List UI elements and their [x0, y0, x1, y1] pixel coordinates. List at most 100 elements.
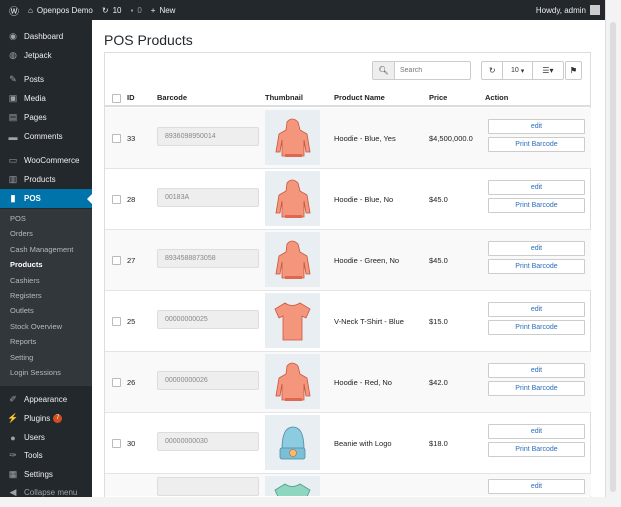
- submenu-item-stock-overview[interactable]: Stock Overview: [10, 321, 63, 331]
- sidebar-item-collapse-menu[interactable]: ◀ Collapse menu: [0, 483, 92, 497]
- new-link[interactable]: + New: [150, 5, 176, 15]
- edit-button[interactable]: edit: [488, 424, 585, 439]
- header-barcode[interactable]: Barcode: [157, 93, 188, 102]
- sidebar-item-media[interactable]: ▣ Media: [0, 89, 92, 108]
- sidebar-item-jetpack[interactable]: ◍ Jetpack: [0, 46, 92, 65]
- product-thumbnail: [265, 293, 320, 348]
- sidebar-item-pos[interactable]: ▮ POS: [0, 189, 92, 208]
- header-id[interactable]: ID: [127, 93, 135, 102]
- account-menu[interactable]: Howdy, admin: [536, 5, 600, 15]
- site-link[interactable]: ⌂ Openpos Demo: [28, 5, 93, 15]
- page-size-dropdown[interactable]: 10 ▾: [503, 62, 533, 79]
- product-thumbnail: [265, 171, 320, 226]
- table-row: 25 00000000025 V-Neck T-Shirt - Blue $15.0 e…: [105, 291, 591, 352]
- product-price: $15.0: [429, 317, 448, 326]
- collapse-icon: ◀: [9, 487, 17, 497]
- submenu-item-cashiers[interactable]: Cashiers: [10, 275, 40, 285]
- row-checkbox[interactable]: [112, 317, 121, 326]
- sidebar-item-appearance[interactable]: ✐ Appearance: [0, 390, 92, 409]
- sidebar-item-label: Dashboard: [24, 32, 64, 41]
- search-input[interactable]: [395, 67, 467, 74]
- sidebar-item-label: Settings: [24, 470, 53, 479]
- submenu-item-pos[interactable]: POS: [10, 214, 26, 223]
- submenu-item-products[interactable]: Products: [10, 260, 43, 270]
- header-thumbnail: Thumbnail: [265, 93, 303, 102]
- pos-submenu: [0, 209, 92, 386]
- columns-dropdown[interactable]: ☰▾: [542, 66, 554, 75]
- product-price: $45.0: [429, 195, 448, 204]
- edit-button[interactable]: edit: [488, 302, 585, 317]
- sidebar-item-dashboard[interactable]: ◉ Dashboard: [0, 27, 92, 46]
- sidebar-item-comments[interactable]: ▬ Comments: [0, 127, 92, 146]
- table-row: 27 8934588873058 Hoodie - Green, No $45.0 ed…: [105, 230, 591, 291]
- submenu-item-outlets[interactable]: Outlets: [10, 306, 34, 316]
- submenu-item-setting[interactable]: Setting: [10, 352, 34, 362]
- refresh-button[interactable]: ↻: [482, 62, 504, 79]
- sidebar-item-label: Comments: [24, 132, 63, 141]
- plus-icon: +: [150, 5, 156, 15]
- sidebar-item-posts[interactable]: ✎ Posts: [0, 70, 92, 89]
- barcode-field: [157, 477, 259, 496]
- products-panel: 🔍︎ ↻ 10 ▾ ☰▾ ⚑ ID Barcode Thumbnail Prod…: [104, 52, 591, 497]
- submenu-item-login-sessions[interactable]: Login Sessions: [10, 368, 61, 377]
- updates-link[interactable]: ↻ 10: [101, 5, 122, 15]
- edit-button[interactable]: edit: [488, 479, 585, 494]
- sidebar-item-tools[interactable]: ✑ Tools: [0, 446, 92, 465]
- sidebar-item-products[interactable]: ▥ Products: [0, 170, 92, 189]
- wordpress-logo-icon[interactable]: Ⓦ: [9, 6, 19, 18]
- print-barcode-button[interactable]: Print Barcode: [488, 259, 585, 274]
- row-checkbox[interactable]: [112, 378, 121, 387]
- header-product-name[interactable]: Product Name: [334, 93, 385, 102]
- sidebar-item-plugins[interactable]: ⚡ Plugins 7: [0, 409, 92, 428]
- search-icon[interactable]: 🔍︎: [373, 62, 395, 79]
- sidebar-item-label: Users: [24, 433, 45, 442]
- updates-icon: ↻: [101, 5, 109, 15]
- edit-button[interactable]: edit: [488, 180, 585, 195]
- row-checkbox[interactable]: [112, 256, 121, 265]
- brush-icon: ✐: [9, 394, 17, 404]
- product-id: 26: [127, 378, 136, 387]
- print-barcode-button[interactable]: Print Barcode: [488, 442, 585, 457]
- print-barcode-button[interactable]: Print Barcode: [488, 198, 585, 213]
- sidebar-item-users[interactable]: ● Users: [0, 428, 92, 447]
- avatar: [590, 5, 600, 15]
- print-barcode-button[interactable]: Print Barcode: [488, 381, 585, 396]
- submenu-item-registers[interactable]: Registers: [10, 291, 42, 300]
- header-price[interactable]: Price: [429, 93, 448, 102]
- product-name: Hoodie - Green, No: [334, 256, 400, 265]
- submenu-item-cash-management[interactable]: Cash Management: [10, 244, 74, 254]
- edit-button[interactable]: edit: [488, 363, 585, 378]
- edit-button[interactable]: edit: [488, 119, 585, 134]
- table-row: edit: [105, 474, 591, 496]
- product-name: Hoodie - Blue, No: [334, 195, 394, 204]
- sidebar-item-settings[interactable]: ▦ Settings: [0, 465, 92, 484]
- select-all-checkbox[interactable]: [112, 94, 121, 103]
- product-name: Hoodie - Blue, Yes: [334, 134, 396, 143]
- row-checkbox[interactable]: [112, 195, 121, 204]
- search-box: 🔍︎: [372, 61, 471, 80]
- sidebar-item-label: POS: [24, 194, 41, 203]
- scrollbar[interactable]: [606, 0, 621, 497]
- barcode-field: 00000000026: [157, 371, 259, 390]
- submenu-item-orders[interactable]: Orders: [10, 229, 33, 239]
- print-barcode-button[interactable]: Print Barcode: [488, 137, 585, 152]
- submenu-item-reports[interactable]: Reports: [10, 337, 37, 347]
- sidebar-item-label: Collapse menu: [24, 488, 78, 497]
- print-barcode-button[interactable]: Print Barcode: [488, 320, 585, 335]
- table-row: 33 8936098950014 Hoodie - Blue, Yes $4,500,…: [105, 108, 591, 169]
- product-thumbnail: [265, 232, 320, 287]
- edit-button[interactable]: edit: [488, 241, 585, 256]
- sidebar-item-pages[interactable]: ▤ Pages: [0, 108, 92, 127]
- sidebar-item-woocommerce[interactable]: ▭ WooCommerce: [0, 151, 92, 170]
- scrollbar-thumb[interactable]: [610, 22, 616, 492]
- settings-icon: ▦: [8, 469, 18, 479]
- sidebar-item-label: Posts: [24, 75, 45, 84]
- row-checkbox[interactable]: [112, 439, 121, 448]
- comments-icon: ▬: [8, 131, 18, 142]
- row-checkbox[interactable]: [112, 134, 121, 143]
- product-id: 33: [127, 134, 136, 143]
- export-button[interactable]: ⚑: [565, 61, 582, 80]
- pages-icon: ▤: [8, 112, 18, 122]
- comments-link[interactable]: ▪ 0: [130, 5, 142, 15]
- plugin-icon: ⚡: [7, 413, 19, 423]
